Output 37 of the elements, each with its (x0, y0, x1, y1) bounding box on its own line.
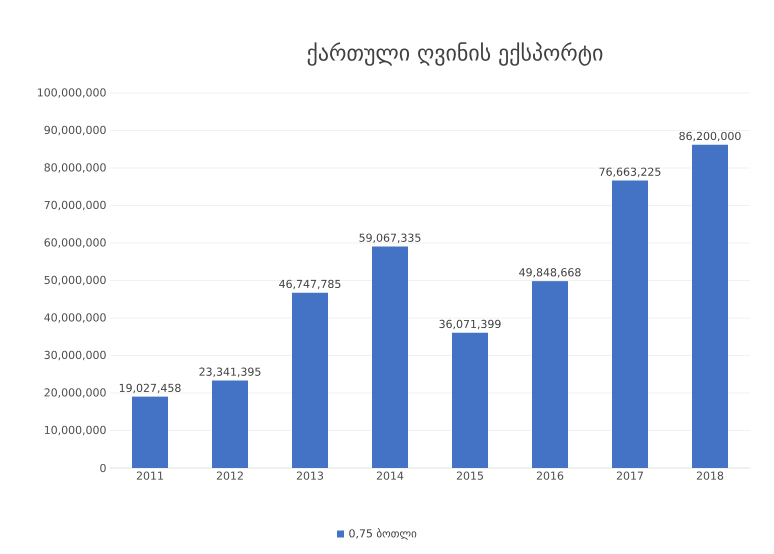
chart-title: ქართული ღვინის ექსპორტი (308, 42, 602, 66)
bar (132, 396, 168, 468)
y-tick-label: 70,000,000 (44, 200, 106, 210)
y-tick-label: 50,000,000 (44, 276, 106, 286)
bar (612, 180, 648, 468)
x-tick-label: 2016 (536, 472, 564, 480)
data-label: 49,848,668 (519, 268, 581, 278)
bar (292, 292, 328, 468)
data-label: 19,027,458 (120, 384, 181, 394)
y-tick-label: 80,000,000 (44, 163, 106, 173)
y-tick-label: 10,000,000 (44, 426, 106, 436)
x-tick-label: 2012 (216, 472, 243, 480)
bar (452, 332, 488, 468)
bar (532, 281, 568, 468)
y-tick-label: 60,000,000 (44, 238, 106, 248)
bar (372, 246, 408, 468)
x-tick-label: 2013 (296, 472, 324, 480)
legend-label: 0,75 ბოთლი (349, 528, 416, 540)
x-tick-label: 2011 (136, 472, 163, 480)
data-label: 76,663,225 (600, 168, 660, 177)
x-tick-label: 2018 (696, 472, 724, 480)
x-tick-label: 2017 (616, 472, 643, 480)
x-tick-label: 2015 (456, 472, 483, 480)
y-tick-label: 30,000,000 (44, 350, 106, 360)
data-label: 36,071,399 (439, 320, 501, 330)
bar (692, 144, 728, 468)
y-tick-label: 20,000,000 (44, 388, 106, 398)
data-label: 59,067,335 (359, 234, 420, 243)
data-label: 86,200,000 (679, 132, 741, 142)
bar (212, 380, 248, 468)
y-tick-label: 90,000,000 (44, 126, 106, 136)
data-label: 23,341,395 (199, 368, 260, 377)
data-label: 46,747,785 (279, 280, 340, 290)
y-tick-label: 40,000,000 (44, 313, 106, 323)
x-tick-label: 2014 (376, 472, 404, 480)
y-tick-label: 0 (100, 464, 106, 472)
y-tick-label: 100,000,000 (38, 88, 106, 98)
